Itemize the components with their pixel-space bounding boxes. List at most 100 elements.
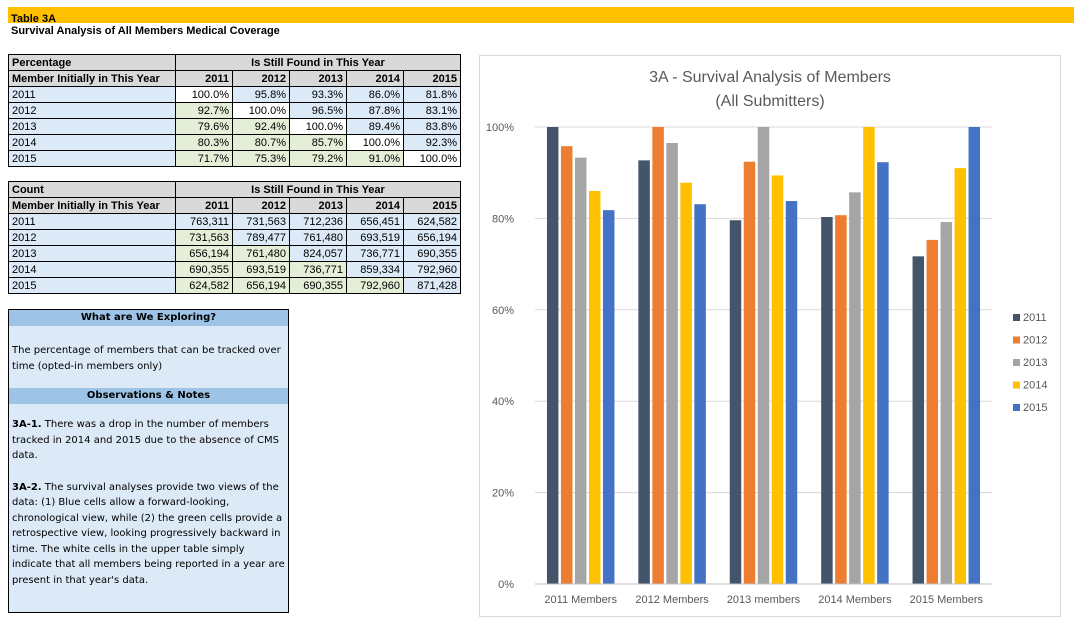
legend-swatch [1013, 381, 1020, 389]
bar-2011 [912, 256, 925, 584]
table-cell: 712,236 [289, 213, 347, 230]
legend-label: 2013 [1023, 357, 1047, 369]
table-cell: 731,563 [232, 213, 290, 230]
row-label: 2014 [8, 134, 176, 151]
table-cell: 690,355 [403, 245, 461, 262]
table-cell: 83.1% [403, 102, 461, 119]
bar-2011 [546, 127, 559, 584]
table-row: 2013 656,194 761,480 824,057 736,771 690,355 [8, 245, 461, 262]
table-cell: 656,194 [175, 245, 233, 262]
table-cell: 859,334 [346, 261, 404, 278]
table-row: 2011 763,311 731,563 712,236 656,451 624,582 [8, 213, 461, 230]
bar-2015 [694, 204, 706, 584]
row-label: 2013 [8, 118, 176, 135]
y-tick-label: 20% [492, 488, 514, 500]
table-cell: 83.8% [403, 118, 461, 135]
table-cell: 89.4% [346, 118, 404, 135]
table-cell: 92.4% [232, 118, 290, 135]
table-cell: 624,582 [175, 277, 233, 294]
table-cell: 86.0% [346, 86, 404, 103]
bar-2014 [771, 175, 784, 584]
table-row: 2014 80.3% 80.7% 85.7% 100.0% 92.3% [8, 134, 461, 151]
row-label: 2012 [8, 229, 176, 246]
count-table: Count Is Still Found in This Year Member… [8, 181, 461, 294]
note-id: 3A-2. [12, 481, 42, 493]
table-cell: 690,355 [289, 277, 347, 294]
year-header: 2011 [175, 197, 233, 214]
table-cell: 656,194 [232, 277, 290, 294]
group-header: Is Still Found in This Year [175, 181, 461, 198]
table-cell: 80.7% [232, 134, 290, 151]
y-tick-label: 40% [492, 396, 514, 408]
table-label: Table 3A [11, 13, 57, 25]
bar-2012 [926, 239, 939, 584]
legend-label: 2014 [1023, 380, 1047, 392]
table-cell: 624,582 [403, 213, 461, 230]
group-header: Is Still Found in This Year [175, 54, 461, 71]
bar-2013 [940, 222, 953, 584]
row-label: 2014 [8, 261, 176, 278]
row-label: 2013 [8, 245, 176, 262]
year-header: 2014 [346, 70, 404, 87]
table-row: 2015 71.7% 75.3% 79.2% 91.0% 100.0% [8, 150, 461, 167]
legend-swatch [1013, 359, 1020, 366]
table-cell: 100.0% [346, 134, 404, 151]
bar-2012 [652, 127, 664, 584]
note-text: There was a drop in the number of member… [12, 419, 279, 461]
year-header: 2013 [289, 70, 347, 87]
bar-2013 [666, 142, 678, 584]
table-cell: 100.0% [232, 102, 290, 119]
table-cell: 693,519 [346, 229, 404, 246]
exploring-text: The percentage of members that can be tr… [12, 345, 281, 372]
table-cell: 761,480 [289, 229, 347, 246]
x-category-label: 2013 members [727, 594, 801, 606]
observations-header: Observations & Notes [9, 388, 288, 404]
table-cell: 656,194 [403, 229, 461, 246]
y-tick-label: 60% [492, 305, 514, 317]
table-row: 2015 624,582 656,194 690,355 792,960 871,428 [8, 277, 461, 294]
bar-2015 [968, 127, 981, 584]
table-row: 2011 100.0% 95.8% 93.3% 86.0% 81.8% [8, 86, 461, 103]
table-cell: 736,771 [289, 261, 347, 278]
year-header: 2013 [289, 197, 347, 214]
table-cell: 792,960 [346, 277, 404, 294]
table-corner-label: Count [8, 181, 176, 198]
bar-2012 [743, 161, 756, 584]
x-category-label: 2012 Members [635, 594, 709, 606]
table-cell: 91.0% [346, 150, 404, 167]
year-header: 2012 [232, 197, 290, 214]
table-cell: 100.0% [403, 150, 461, 167]
bar-2012 [835, 215, 847, 585]
table-row: 2014 690,355 693,519 736,771 859,334 792,960 [8, 261, 461, 278]
table-cell: 690,355 [175, 261, 233, 278]
table-cell: 92.7% [175, 102, 233, 119]
table-cell: 789,477 [232, 229, 290, 246]
table-cell: 96.5% [289, 102, 347, 119]
table-cell: 92.3% [403, 134, 461, 151]
bar-2015 [602, 210, 615, 584]
year-header: 2014 [346, 197, 404, 214]
bar-2013 [757, 127, 770, 584]
table-row: 2012 731,563 789,477 761,480 693,519 656,194 [8, 229, 461, 246]
table-cell: 731,563 [175, 229, 233, 246]
table-cell: 656,451 [346, 213, 404, 230]
legend-swatch [1013, 404, 1020, 411]
table-cell: 100.0% [175, 86, 233, 103]
row-label: 2015 [8, 150, 176, 167]
note-3a-2: 3A-2. The survival analyses provide two … [9, 480, 288, 589]
table-row: 2013 79.6% 92.4% 100.0% 89.4% 83.8% [8, 118, 461, 135]
bar-2014 [680, 182, 692, 584]
chart-subtitle: (All Submitters) [715, 93, 824, 110]
table-cell: 95.8% [232, 86, 290, 103]
table-cell: 792,960 [403, 261, 461, 278]
bar-2014 [863, 127, 875, 584]
table-cell: 693,519 [232, 261, 290, 278]
bar-2015 [877, 162, 889, 584]
note-id: 3A-1. [12, 419, 42, 430]
page-subtitle: Survival Analysis of All Members Medical… [11, 25, 280, 37]
chart-title: 3A - Survival Analysis of Members [649, 69, 891, 86]
table-label-banner: Table 3A [8, 7, 1074, 25]
y-tick-label: 0% [498, 579, 514, 591]
table-cell: 736,771 [346, 245, 404, 262]
bar-2013 [849, 192, 861, 584]
